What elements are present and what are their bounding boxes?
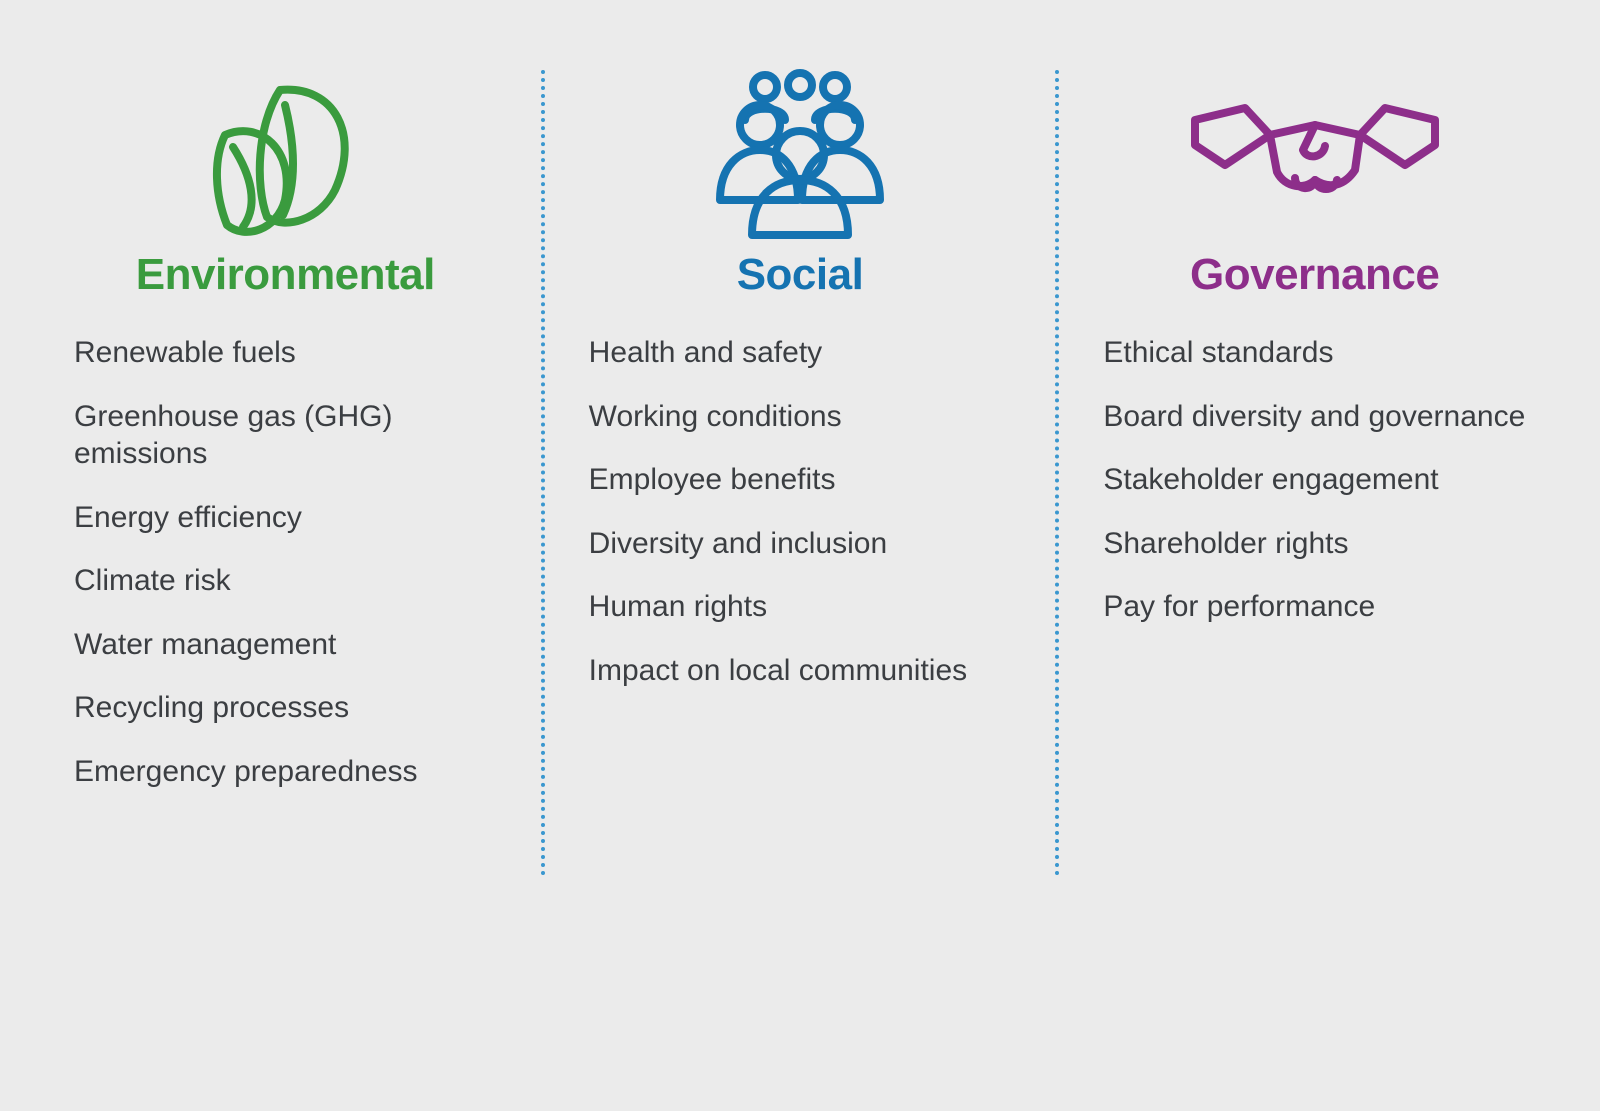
heading-social: Social: [585, 250, 1016, 300]
list-item: Water management: [74, 626, 501, 664]
items-environmental: Renewable fuels Greenhouse gas (GHG) emi…: [70, 334, 501, 790]
list-item: Shareholder rights: [1103, 525, 1530, 563]
list-item: Energy efficiency: [74, 499, 501, 537]
list-item: Human rights: [589, 588, 1016, 626]
list-item: Climate risk: [74, 562, 501, 600]
list-item: Employee benefits: [589, 461, 1016, 499]
list-item: Stakeholder engagement: [1103, 461, 1530, 499]
esg-infographic: Environmental Renewable fuels Greenhouse…: [0, 0, 1600, 936]
items-social: Health and safety Working conditions Emp…: [585, 334, 1016, 689]
column-environmental: Environmental Renewable fuels Greenhouse…: [30, 60, 541, 816]
column-social: Social Health and safety Working conditi…: [545, 60, 1056, 816]
handshake-icon: [1099, 60, 1530, 250]
list-item: Impact on local communities: [589, 652, 1016, 690]
column-governance: Governance Ethical standards Board diver…: [1059, 60, 1570, 816]
leaf-icon: [70, 60, 501, 250]
list-item: Board diversity and governance: [1103, 398, 1530, 436]
list-item: Pay for performance: [1103, 588, 1530, 626]
list-item: Emergency preparedness: [74, 753, 501, 791]
list-item: Working conditions: [589, 398, 1016, 436]
list-item: Health and safety: [589, 334, 1016, 372]
people-group-icon: [585, 60, 1016, 250]
list-item: Recycling processes: [74, 689, 501, 727]
heading-governance: Governance: [1099, 250, 1530, 300]
heading-environmental: Environmental: [70, 250, 501, 300]
list-item: Ethical standards: [1103, 334, 1530, 372]
list-item: Diversity and inclusion: [589, 525, 1016, 563]
list-item: Greenhouse gas (GHG) emissions: [74, 398, 501, 473]
list-item: Renewable fuels: [74, 334, 501, 372]
items-governance: Ethical standards Board diversity and go…: [1099, 334, 1530, 626]
